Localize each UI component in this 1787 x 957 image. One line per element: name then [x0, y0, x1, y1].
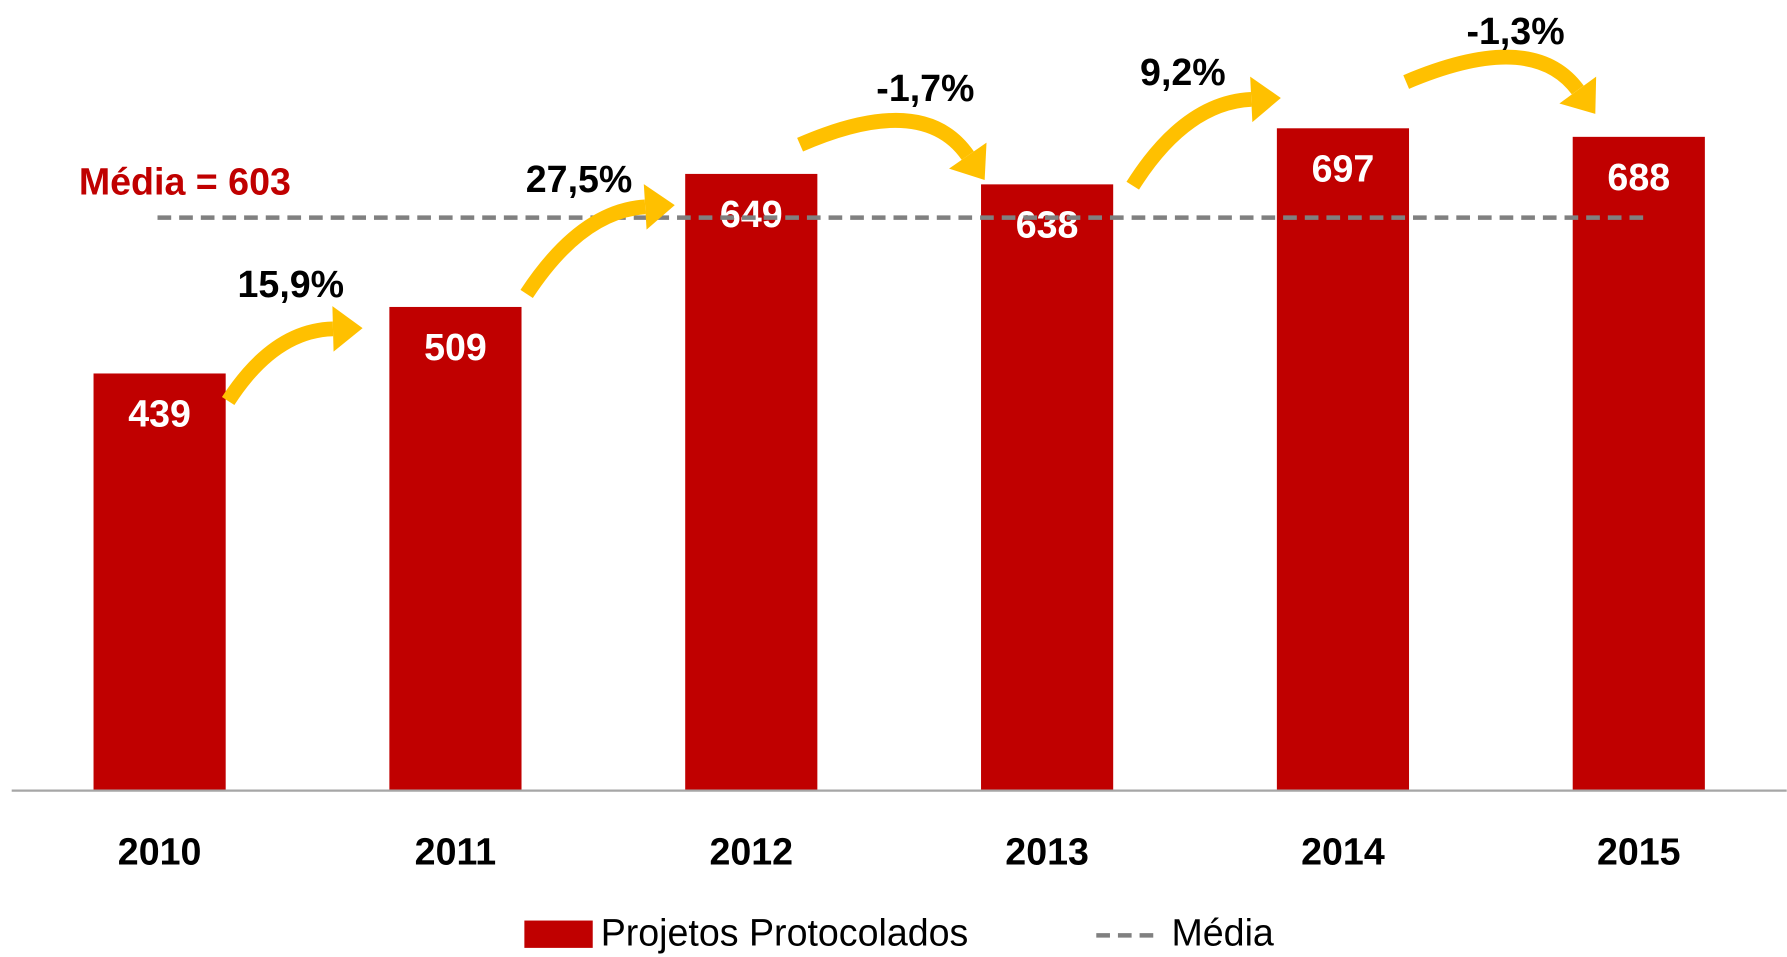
value-label: 439	[128, 393, 191, 435]
x-tick-label: 2015	[1597, 830, 1681, 872]
arrow-body	[1403, 49, 1584, 95]
annotation: 27,5%	[526, 158, 633, 200]
value-label: 697	[1312, 148, 1375, 190]
arrow-body	[221, 321, 334, 406]
arrow-body	[797, 113, 974, 161]
legend-label: Média	[1171, 911, 1273, 953]
bar	[93, 373, 226, 791]
annotation: -1,3%	[1466, 10, 1564, 52]
arrow-body	[1126, 91, 1252, 190]
value-label: 638	[1016, 204, 1079, 246]
average-label: Média = 603	[79, 161, 291, 203]
legend-label: Projetos Protocolados	[601, 911, 969, 953]
bar	[685, 173, 818, 791]
bar	[1276, 128, 1410, 791]
arrow-body	[520, 199, 646, 299]
legend-swatch	[524, 920, 593, 948]
annotation: 9,2%	[1140, 51, 1226, 93]
bar	[981, 184, 1114, 791]
arrow-head	[643, 184, 675, 230]
arrow-head	[332, 306, 363, 352]
bar	[389, 306, 522, 791]
x-tick-label: 2011	[415, 830, 497, 872]
x-tick-label: 2012	[709, 830, 793, 872]
value-label: 688	[1607, 156, 1670, 198]
arrow-head	[1250, 76, 1281, 123]
x-tick-label: 2014	[1301, 830, 1385, 872]
annotation: 15,9%	[238, 263, 345, 305]
arrow-head	[1559, 76, 1597, 114]
value-label: 649	[720, 193, 783, 235]
x-tick-label: 2013	[1005, 830, 1089, 872]
x-tick-label: 2010	[118, 830, 202, 872]
arrow-head	[949, 142, 987, 181]
annotation: -1,7%	[876, 67, 974, 109]
bar	[1572, 136, 1705, 791]
value-label: 509	[424, 326, 487, 368]
